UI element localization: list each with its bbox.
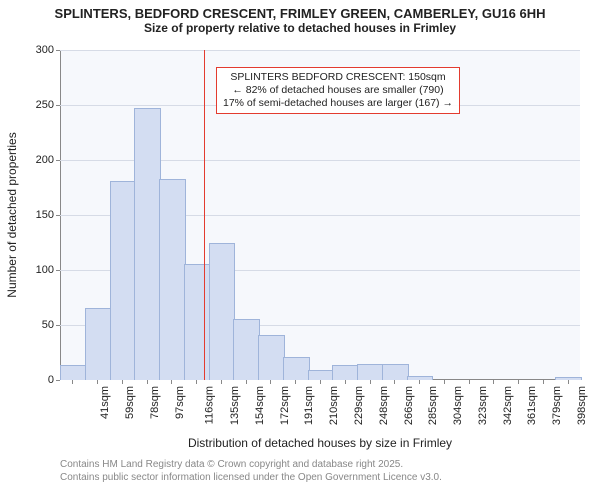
y-tick-label: 150 (36, 209, 60, 221)
y-tick-label: 250 (36, 99, 60, 111)
x-tick-label: 191sqm (304, 386, 316, 425)
plot-area: 05010015020025030041sqm59sqm78sqm97sqm11… (60, 50, 580, 380)
x-tick-label: 361sqm (526, 386, 538, 425)
x-tick-label: 323sqm (477, 386, 489, 425)
histogram-bar (159, 179, 186, 380)
y-tick-label: 0 (48, 374, 60, 386)
x-tick-label: 154sqm (254, 386, 266, 425)
x-tick-label: 304sqm (452, 386, 464, 425)
histogram-bar (110, 181, 137, 380)
histogram-bar (332, 365, 359, 380)
x-tick-label: 116sqm (204, 386, 216, 424)
histogram-bar (134, 108, 161, 380)
annotation-box: SPLINTERS BEDFORD CRESCENT: 150sqm← 82% … (216, 67, 460, 114)
y-tick-label: 50 (42, 319, 60, 331)
x-tick-label: 135sqm (229, 386, 241, 425)
histogram-bar (382, 364, 409, 380)
y-axis-label: Number of detached properties (5, 132, 19, 297)
x-tick-label: 78sqm (149, 386, 161, 419)
x-tick-label: 97sqm (174, 386, 186, 419)
chart-title-line1: SPLINTERS, BEDFORD CRESCENT, FRIMLEY GRE… (0, 0, 600, 21)
x-tick-label: 285sqm (427, 386, 439, 425)
x-tick-label: 248sqm (378, 386, 390, 425)
histogram-bar (60, 365, 87, 380)
chart-title-line2: Size of property relative to detached ho… (0, 21, 600, 35)
histogram-bar (258, 335, 285, 380)
y-tick-label: 200 (36, 154, 60, 166)
cutoff-line (204, 50, 205, 380)
x-tick-label: 379sqm (551, 386, 563, 425)
histogram-bar (357, 364, 384, 380)
annotation-line1: SPLINTERS BEDFORD CRESCENT: 150sqm (223, 71, 453, 84)
histogram-bar (233, 319, 260, 381)
x-tick-label: 172sqm (279, 386, 291, 425)
y-tick-label: 100 (36, 264, 60, 276)
x-tick-label: 266sqm (403, 386, 415, 425)
histogram-bar (555, 377, 582, 380)
x-tick-label: 41sqm (99, 386, 111, 419)
histogram-bar (85, 308, 112, 381)
histogram-chart: SPLINTERS, BEDFORD CRESCENT, FRIMLEY GRE… (0, 0, 600, 500)
footer-attribution: Contains HM Land Registry data © Crown c… (60, 458, 442, 484)
x-tick-label: 342sqm (502, 386, 514, 425)
footer-line2: Contains public sector information licen… (60, 471, 442, 484)
histogram-bar (308, 370, 335, 380)
x-axis-label: Distribution of detached houses by size … (188, 436, 452, 450)
histogram-bar (283, 357, 310, 380)
x-tick-label: 210sqm (328, 386, 340, 425)
x-tick-label: 229sqm (353, 386, 365, 425)
annotation-line3: 17% of semi-detached houses are larger (… (223, 97, 453, 110)
x-tick-label: 398sqm (576, 386, 588, 425)
y-tick-label: 300 (36, 44, 60, 56)
footer-line1: Contains HM Land Registry data © Crown c… (60, 458, 442, 471)
annotation-line2: ← 82% of detached houses are smaller (79… (223, 84, 453, 97)
histogram-bar (209, 243, 236, 380)
histogram-bar (184, 264, 211, 381)
x-tick-label: 59sqm (124, 386, 136, 419)
